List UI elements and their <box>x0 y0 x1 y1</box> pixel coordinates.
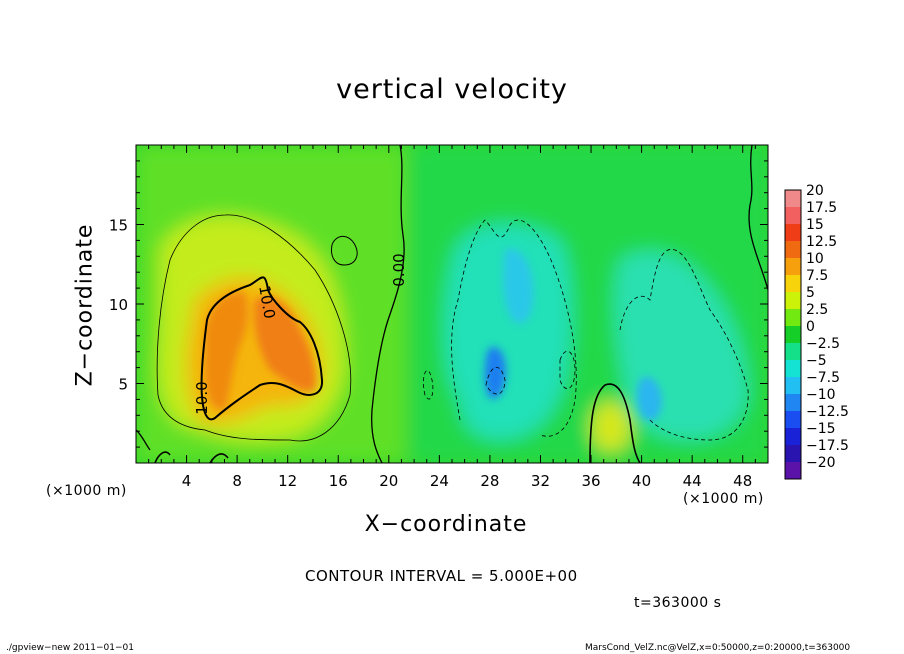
updraft-yellow-small <box>591 401 631 452</box>
colorbar-label: −2.5 <box>806 336 840 352</box>
colorbar-label: 15 <box>806 217 824 233</box>
contour-negative-c <box>619 249 749 441</box>
colorbar-label: 7.5 <box>806 268 828 284</box>
x-tick-label: 36 <box>581 472 600 490</box>
contour-positive-10 <box>200 276 324 421</box>
y-tick-label: 10 <box>109 296 128 314</box>
updraft-core-2 <box>254 296 316 391</box>
x-tick-label: 24 <box>430 472 449 490</box>
colorbar-label: −5 <box>806 353 827 369</box>
contour-bottom-bumps <box>154 383 641 463</box>
x-axis-unit-right: (×1000 m) <box>683 491 764 507</box>
colorbar-cell <box>785 241 801 258</box>
colorbar-cell <box>785 428 801 445</box>
colorbar-label: 0 <box>806 319 815 335</box>
colorbar-cell <box>785 411 801 428</box>
colorbar-label: −7.5 <box>806 370 840 386</box>
colorbar-cell <box>785 445 801 462</box>
colorbar-label: 12.5 <box>806 234 837 250</box>
x-tick-label: 44 <box>683 472 702 490</box>
x-tick-label: 4 <box>182 472 192 490</box>
contour-zero-left <box>371 145 405 463</box>
x-tick-label: 48 <box>733 472 752 490</box>
x-axis-label: X−coordinate <box>364 512 528 537</box>
colorbar-label: −12.5 <box>806 404 849 420</box>
colorbar-label: 2.5 <box>806 302 828 318</box>
downdraft-cyan-region-1 <box>444 223 572 440</box>
colorbar-cell <box>785 343 801 360</box>
x-tick-label: 16 <box>329 472 348 490</box>
colorbar-cell <box>785 275 801 292</box>
colorbar-frame <box>784 189 802 480</box>
colorbar-cell <box>785 360 801 377</box>
time-text: t=363000 s <box>634 595 722 611</box>
colorbar-cell <box>785 326 801 343</box>
contour-negative-b <box>423 370 434 400</box>
colorbar-cell <box>785 292 801 309</box>
colorbar-cell <box>785 377 801 394</box>
contour-interval-text: CONTOUR INTERVAL = 5.000E+00 <box>305 567 578 585</box>
colorbar-label: −10 <box>806 387 836 403</box>
x-tick-label: 20 <box>379 472 398 490</box>
colorbar-label: 5 <box>806 285 815 301</box>
colorbar-cell <box>785 309 801 326</box>
downdraft-core-1 <box>484 346 506 399</box>
colorbar-label: −20 <box>806 455 836 471</box>
colorbar-label: −15 <box>806 421 836 437</box>
contour-negative-dashed <box>423 219 749 441</box>
y-tick-label: 15 <box>109 217 128 235</box>
updraft-core-1 <box>204 291 248 411</box>
contour-label: 0.00 <box>390 253 408 286</box>
x-axis-unit-left: (×1000 m) <box>46 483 127 499</box>
colorbar-label: 20 <box>806 183 824 199</box>
contour-label: 10.0 <box>193 381 211 414</box>
contour-negative-e <box>559 350 576 390</box>
colorbar-cell <box>785 190 801 207</box>
contour-lines <box>136 145 768 463</box>
colorbar-label: −17.5 <box>806 438 849 454</box>
colorbar-cell <box>785 224 801 241</box>
colorbar-cell <box>785 462 801 479</box>
contour-negative-a <box>451 219 577 437</box>
downdraft-core-3 <box>636 376 662 421</box>
downdraft-core-2 <box>503 248 534 324</box>
footer-left-text: ./gpview−new 2011−01−01 <box>6 643 134 653</box>
colorbar-cell <box>785 394 801 411</box>
x-tick-label: 40 <box>632 472 651 490</box>
contour-label: 10.0 <box>255 284 279 320</box>
contour-small-circle <box>331 235 358 266</box>
colorbar-label: 10 <box>806 251 824 267</box>
heatmap-field <box>136 145 768 463</box>
x-tick-label: 8 <box>232 472 242 490</box>
contour-right-edge <box>748 145 768 291</box>
x-tick-label: 28 <box>480 472 499 490</box>
colorbar-label: 17.5 <box>806 200 837 216</box>
footer-right-text: MarsCond_VelZ.nc@VelZ,x=0:50000,z=0:2000… <box>585 643 851 653</box>
contour-positive-5 <box>156 214 352 442</box>
x-tick-label: 12 <box>278 472 297 490</box>
contour-negative-d <box>485 367 506 395</box>
x-tick-label: 32 <box>531 472 550 490</box>
colorbar-cell <box>785 258 801 275</box>
chart-title: vertical velocity <box>336 74 568 105</box>
colorbar-cell <box>785 207 801 224</box>
y-tick-label: 5 <box>118 376 128 394</box>
